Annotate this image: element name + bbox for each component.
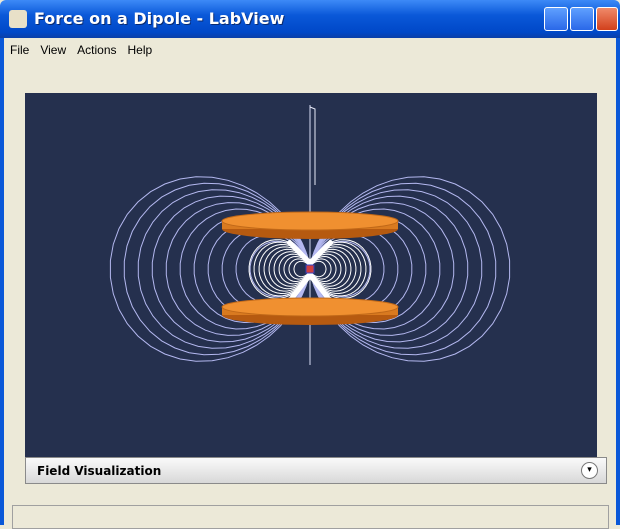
dipole [306, 265, 314, 273]
close-button[interactable] [596, 7, 618, 31]
menu-item[interactable]: View [34, 38, 71, 57]
panel-header[interactable]: Field Visualization ▾ [25, 457, 607, 484]
panel-title: Field Visualization [37, 464, 161, 478]
ring-top [222, 298, 398, 316]
bottom-panel [12, 505, 609, 529]
menu-item[interactable]: Help [122, 38, 158, 57]
ring-top [222, 212, 398, 230]
window-title: Force on a Dipole - LabView [34, 9, 284, 28]
menu-item[interactable]: File [4, 38, 34, 57]
maximize-button[interactable] [570, 7, 594, 31]
title-bar: Force on a Dipole - LabView [0, 0, 620, 38]
app-icon [9, 10, 27, 28]
minimize-button[interactable] [544, 7, 568, 31]
field-viewport [25, 93, 597, 457]
menu-item[interactable]: Actions [71, 38, 121, 57]
app-window: Force on a Dipole - LabView FileViewActi… [0, 0, 620, 525]
collapse-button[interactable]: ▾ [581, 462, 598, 479]
